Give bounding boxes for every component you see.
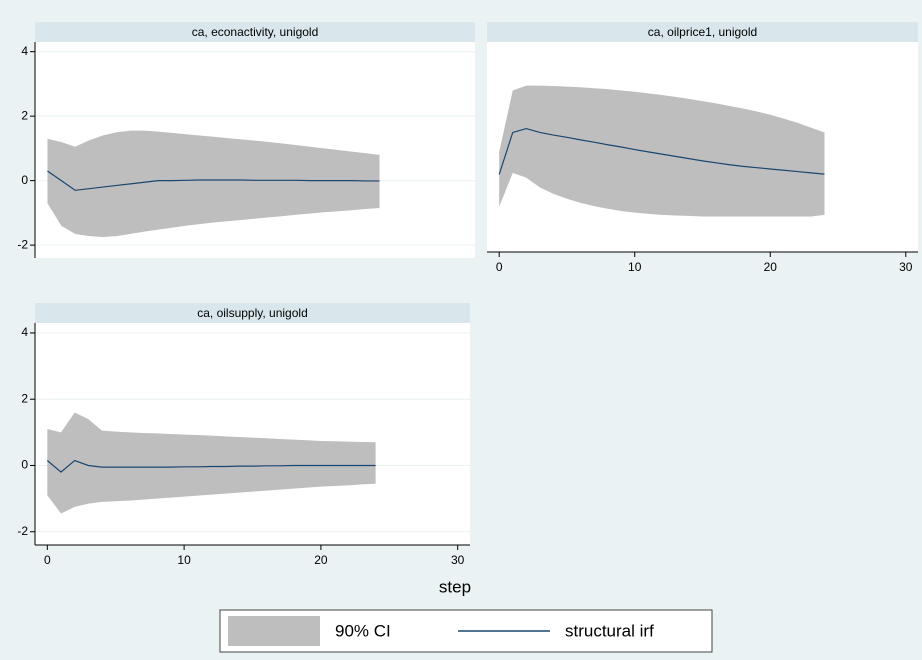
- y-tick-label: 0: [21, 458, 28, 472]
- x-tick-label: 30: [451, 553, 465, 567]
- x-tick-label: 0: [44, 553, 51, 567]
- panel-title: ca, oilsupply, unigold: [197, 306, 308, 320]
- x-tick-label: 20: [314, 553, 328, 567]
- x-axis-label: step: [439, 577, 471, 596]
- panel-title: ca, econactivity, unigold: [192, 25, 319, 39]
- y-tick-label: -2: [17, 237, 28, 251]
- y-tick-label: 4: [21, 44, 28, 58]
- x-tick-label: 0: [496, 260, 503, 274]
- panel-title: ca, oilprice1, unigold: [648, 25, 757, 39]
- x-tick-label: 10: [177, 553, 191, 567]
- chart: ca, econactivity, unigold -2 0 2 4 ca, oilpri…: [0, 0, 922, 660]
- y-tick-label: 0: [21, 173, 28, 187]
- y-tick-label: -2: [17, 524, 28, 538]
- x-tick-label: 20: [764, 260, 778, 274]
- y-tick-label: 4: [21, 325, 28, 339]
- x-tick-label: 30: [899, 260, 913, 274]
- legend-swatch-ci: [228, 616, 320, 646]
- x-tick-label: 10: [628, 260, 642, 274]
- y-tick-label: 2: [21, 391, 28, 405]
- legend-label: 90% CI: [335, 621, 391, 640]
- y-tick-label: 2: [21, 108, 28, 122]
- legend-label: structural irf: [565, 621, 654, 640]
